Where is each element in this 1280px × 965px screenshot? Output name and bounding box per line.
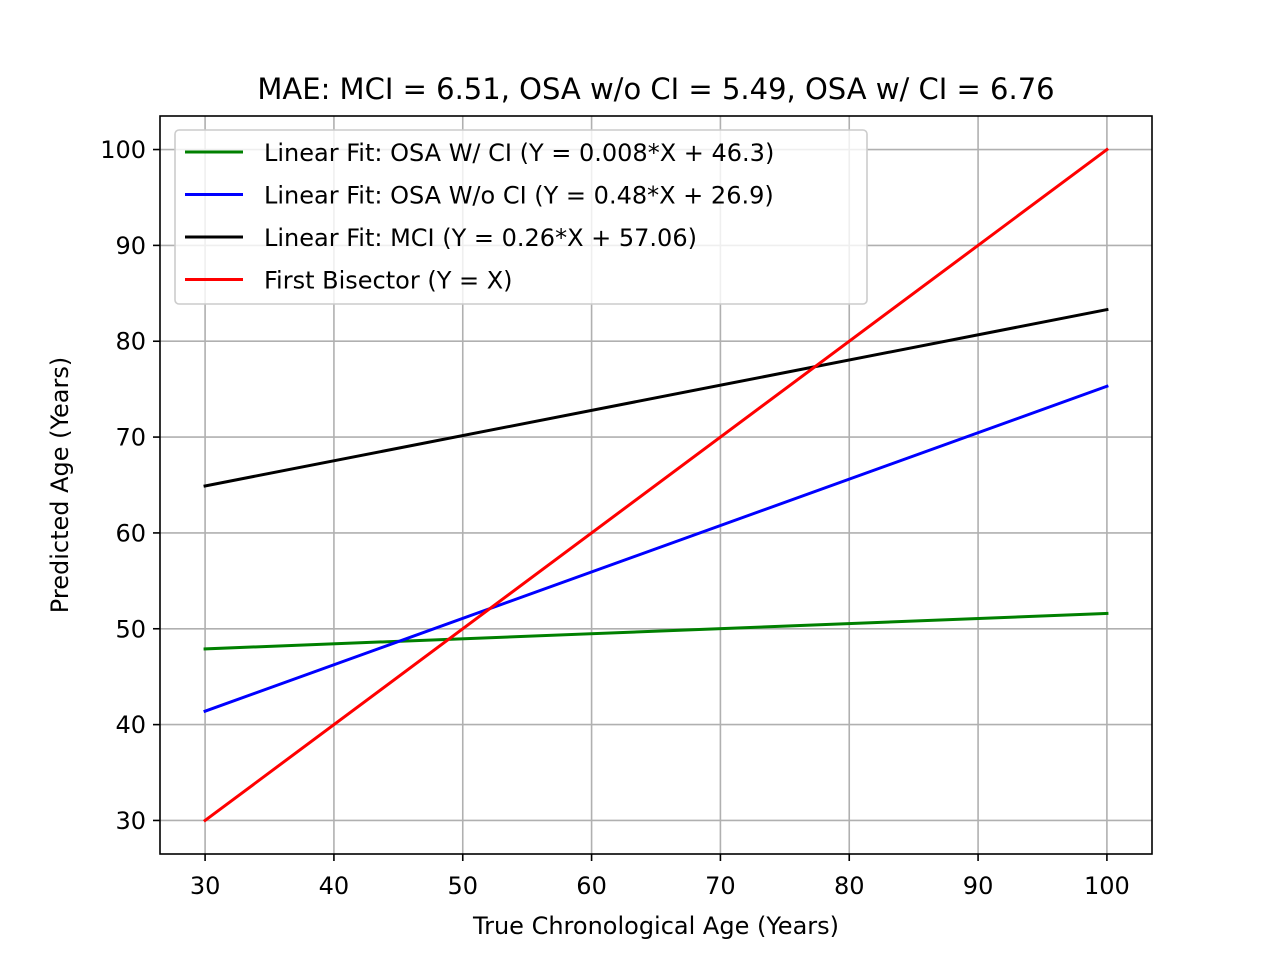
legend-entry: Linear Fit: OSA W/o CI (Y = 0.48*X + 26.… (264, 182, 774, 210)
x-tick-label: 100 (1084, 872, 1130, 900)
legend-entry: Linear Fit: OSA W/ CI (Y = 0.008*X + 46.… (264, 139, 774, 167)
legend: Linear Fit: OSA W/ CI (Y = 0.008*X + 46.… (174, 129, 868, 305)
legend-box (174, 129, 868, 305)
x-tick-label: 40 (319, 872, 350, 900)
series-line-0 (203, 611, 1109, 651)
y-tick-label: 90 (115, 232, 146, 260)
legend-entry: Linear Fit: MCI (Y = 0.26*X + 57.06) (264, 224, 697, 252)
y-axis-label: Predicted Age (Years) (46, 357, 74, 613)
x-tick-label: 50 (447, 872, 478, 900)
series-line-1 (203, 384, 1109, 714)
y-tick-label: 30 (115, 807, 146, 835)
y-tick-label: 70 (115, 424, 146, 452)
series-lines (202, 147, 1110, 823)
x-tick-label: 70 (705, 872, 736, 900)
y-tick-label: 100 (100, 136, 146, 164)
series-line-3 (202, 147, 1110, 823)
x-tick-label: 90 (963, 872, 994, 900)
x-tick-label: 80 (834, 872, 865, 900)
chart-title: MAE: MCI = 6.51, OSA w/o CI = 5.49, OSA … (257, 72, 1054, 106)
x-tick-label: 60 (576, 872, 607, 900)
y-tick-label: 40 (115, 711, 146, 739)
plot-area-frame (159, 115, 1153, 855)
legend-entry: First Bisector (Y = X) (264, 267, 513, 295)
series-line-2 (203, 307, 1109, 488)
y-tick-label: 60 (115, 519, 146, 547)
x-tick-label: 30 (190, 872, 221, 900)
x-axis-label: True Chronological Age (Years) (472, 912, 839, 940)
y-tick-label: 80 (115, 328, 146, 356)
y-tick-label: 50 (115, 615, 146, 643)
axis-ticks: 30 40 50 60 70 80 90 100 30 40 50 60 70 80 90 100 (100, 136, 1130, 900)
